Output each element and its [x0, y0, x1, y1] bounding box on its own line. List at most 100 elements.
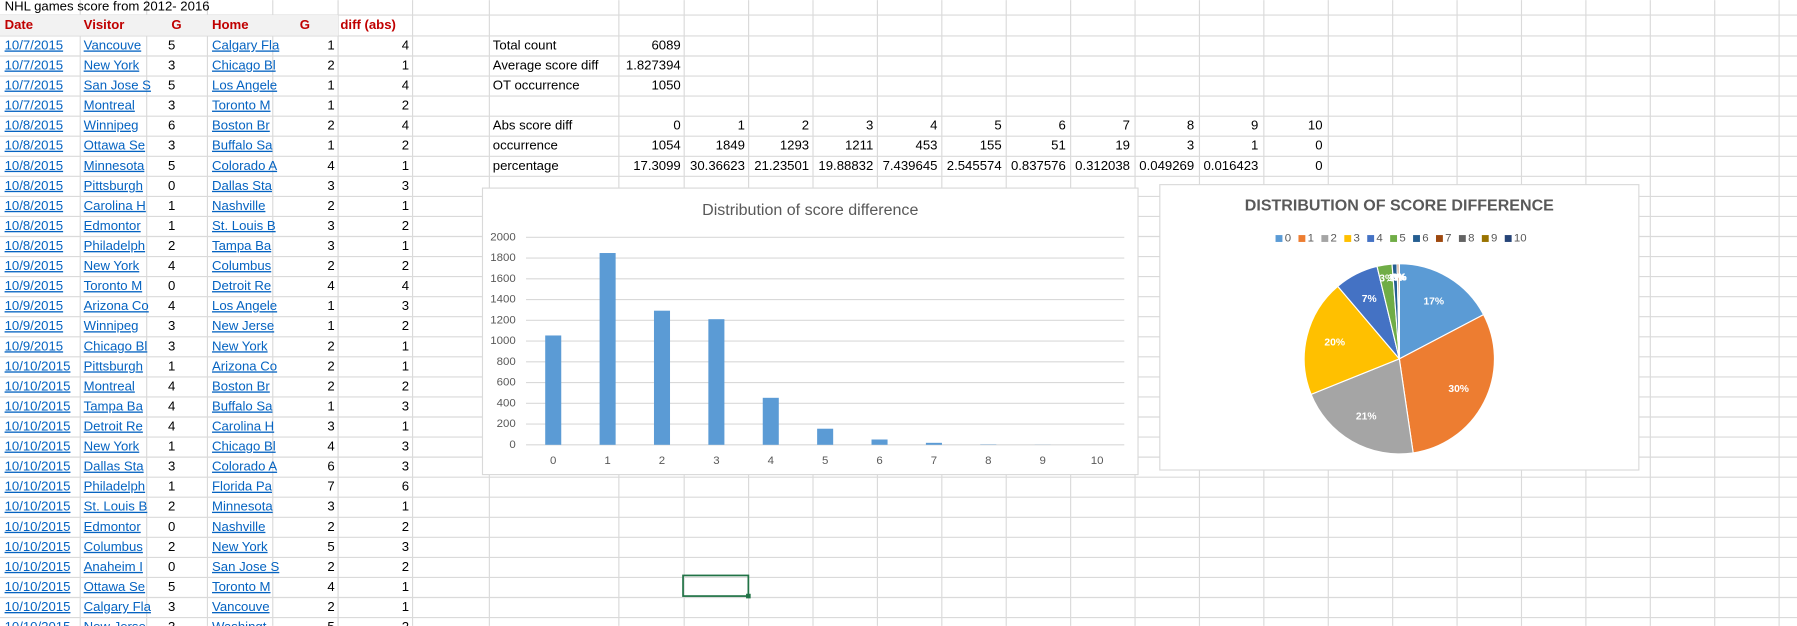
- link-cell[interactable]: 10/9/2015: [5, 258, 64, 273]
- link-cell[interactable]: San Jose S: [212, 559, 280, 574]
- link-cell[interactable]: Vancouve: [84, 37, 142, 52]
- link-cell[interactable]: Detroit Re: [212, 278, 271, 293]
- link-cell[interactable]: 10/9/2015: [5, 318, 64, 333]
- link-cell[interactable]: Nashville: [212, 198, 265, 213]
- link-cell[interactable]: Carolina H: [84, 198, 146, 213]
- link-cell[interactable]: Calgary Fla: [212, 37, 280, 52]
- link-cell[interactable]: Florida Pa: [212, 479, 273, 494]
- link-cell[interactable]: Minnesota: [212, 499, 273, 514]
- bar: [871, 439, 888, 445]
- link-cell[interactable]: Boston Br: [212, 118, 270, 133]
- link-cell[interactable]: Los Angele: [212, 78, 277, 93]
- fill-handle[interactable]: [746, 593, 751, 599]
- link-cell[interactable]: 10/10/2015: [5, 378, 71, 393]
- link-cell[interactable]: 10/10/2015: [5, 358, 71, 373]
- link-cell[interactable]: 10/10/2015: [5, 519, 71, 534]
- link-cell[interactable]: 10/10/2015: [5, 398, 71, 413]
- link-cell[interactable]: Ottawa Se: [84, 138, 145, 153]
- link-cell[interactable]: 10/10/2015: [5, 559, 71, 574]
- link-cell[interactable]: Chicago Bl: [84, 338, 148, 353]
- link-cell[interactable]: Minnesota: [84, 158, 145, 173]
- link-cell[interactable]: 10/8/2015: [5, 178, 64, 193]
- link-cell[interactable]: 10/10/2015: [5, 479, 71, 494]
- link-cell[interactable]: Los Angele: [212, 298, 277, 313]
- link-cell[interactable]: 10/10/2015: [5, 619, 71, 626]
- link-cell[interactable]: Toronto M: [84, 278, 142, 293]
- link-cell[interactable]: San Jose S: [84, 78, 152, 93]
- link-cell[interactable]: Tampa Ba: [84, 398, 144, 413]
- link-cell[interactable]: 10/7/2015: [5, 37, 64, 52]
- legend-label: 2: [1331, 233, 1337, 245]
- link-cell[interactable]: Nashville: [212, 519, 265, 534]
- link-cell[interactable]: New York: [212, 338, 268, 353]
- link-cell[interactable]: 10/8/2015: [5, 138, 64, 153]
- distribution-cell: 8: [1187, 118, 1194, 133]
- link-cell[interactable]: 10/10/2015: [5, 499, 71, 514]
- link-cell[interactable]: 10/9/2015: [5, 298, 64, 313]
- link-cell[interactable]: 10/10/2015: [5, 439, 71, 454]
- link-cell[interactable]: Toronto M: [212, 98, 271, 113]
- link-cell[interactable]: Winnipeg: [84, 318, 139, 333]
- link-cell[interactable]: New Jerse: [84, 619, 146, 626]
- link-cell[interactable]: 10/9/2015: [5, 338, 64, 353]
- link-cell[interactable]: Winnipeg: [84, 118, 139, 133]
- link-cell[interactable]: Detroit Re: [84, 419, 143, 434]
- link-cell[interactable]: 10/9/2015: [5, 278, 64, 293]
- link-cell[interactable]: Montreal: [84, 378, 135, 393]
- link-cell[interactable]: Dallas Sta: [212, 178, 273, 193]
- y-tick-label: 400: [497, 397, 516, 409]
- link-cell[interactable]: Dallas Sta: [84, 459, 145, 474]
- link-cell[interactable]: Columbus: [84, 539, 144, 554]
- link-cell[interactable]: Carolina H: [212, 419, 274, 434]
- link-cell[interactable]: St. Louis B: [84, 499, 148, 514]
- link-cell[interactable]: Pittsburgh: [84, 358, 143, 373]
- number-cell: 1: [327, 398, 334, 413]
- link-cell[interactable]: Montreal: [84, 98, 135, 113]
- link-cell[interactable]: Arizona Co: [84, 298, 149, 313]
- link-cell[interactable]: Chicago Bl: [212, 439, 276, 454]
- link-cell[interactable]: Buffalo Sa: [212, 398, 273, 413]
- selected-cell[interactable]: [682, 574, 750, 597]
- link-cell[interactable]: New York: [84, 258, 140, 273]
- link-cell[interactable]: Edmontor: [84, 519, 142, 534]
- link-cell[interactable]: 10/10/2015: [5, 419, 71, 434]
- link-cell[interactable]: Vancouve: [212, 599, 270, 614]
- link-cell[interactable]: 10/8/2015: [5, 118, 64, 133]
- link-cell[interactable]: 10/7/2015: [5, 58, 64, 73]
- link-cell[interactable]: Boston Br: [212, 378, 270, 393]
- link-cell[interactable]: Buffalo Sa: [212, 138, 273, 153]
- link-cell[interactable]: Chicago Bl: [212, 58, 276, 73]
- link-cell[interactable]: Philadelph: [84, 238, 145, 253]
- link-cell[interactable]: Washingt: [212, 619, 267, 626]
- link-cell[interactable]: 10/8/2015: [5, 158, 64, 173]
- link-cell[interactable]: Tampa Ba: [212, 238, 272, 253]
- link-cell[interactable]: Columbus: [212, 258, 272, 273]
- link-cell[interactable]: 10/7/2015: [5, 78, 64, 93]
- link-cell[interactable]: 10/10/2015: [5, 579, 71, 594]
- link-cell[interactable]: St. Louis B: [212, 218, 276, 233]
- link-cell[interactable]: 10/8/2015: [5, 218, 64, 233]
- link-cell[interactable]: Colorado A: [212, 158, 277, 173]
- legend-label: 3: [1353, 233, 1359, 245]
- link-cell[interactable]: New Jerse: [212, 318, 274, 333]
- number-cell: 3: [168, 58, 175, 73]
- link-cell[interactable]: New York: [84, 439, 140, 454]
- link-cell[interactable]: New York: [212, 539, 268, 554]
- link-cell[interactable]: 10/10/2015: [5, 459, 71, 474]
- link-cell[interactable]: 10/8/2015: [5, 198, 64, 213]
- link-cell[interactable]: Ottawa Se: [84, 579, 145, 594]
- link-cell[interactable]: 10/8/2015: [5, 238, 64, 253]
- link-cell[interactable]: Colorado A: [212, 459, 277, 474]
- link-cell[interactable]: 10/7/2015: [5, 98, 64, 113]
- link-cell[interactable]: 10/10/2015: [5, 539, 71, 554]
- link-cell[interactable]: New York: [84, 58, 140, 73]
- link-cell[interactable]: Anaheim I: [84, 559, 143, 574]
- link-cell[interactable]: Calgary Fla: [84, 599, 152, 614]
- link-cell[interactable]: Arizona Co: [212, 358, 277, 373]
- link-cell[interactable]: Philadelph: [84, 479, 145, 494]
- number-cell: 5: [168, 78, 175, 93]
- link-cell[interactable]: Pittsburgh: [84, 178, 143, 193]
- link-cell[interactable]: Toronto M: [212, 579, 271, 594]
- link-cell[interactable]: Edmontor: [84, 218, 142, 233]
- link-cell[interactable]: 10/10/2015: [5, 599, 71, 614]
